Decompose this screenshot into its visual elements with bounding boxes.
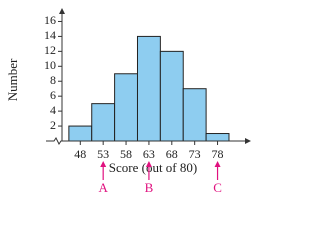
annotation-arrowhead <box>214 161 221 167</box>
annotation-label: B <box>145 180 154 195</box>
annotation-label: A <box>98 180 108 195</box>
bar <box>205 133 230 142</box>
y-axis-label: Number <box>5 58 20 101</box>
y-tick-label: 4 <box>50 103 56 117</box>
x-tick-label: 73 <box>189 147 201 161</box>
y-tick-label: 14 <box>44 28 56 42</box>
y-tick-label: 8 <box>50 73 56 87</box>
annotation-arrowhead <box>100 161 107 167</box>
x-tick-label: 68 <box>166 147 178 161</box>
y-tick-label: 6 <box>50 88 56 102</box>
x-axis-arrow <box>245 138 251 144</box>
annotation-arrowhead <box>145 161 152 167</box>
x-tick-label: 58 <box>120 147 132 161</box>
bar <box>182 88 207 142</box>
x-tick-label: 53 <box>97 147 109 161</box>
bar <box>68 125 93 142</box>
y-axis-arrow <box>59 8 65 14</box>
bar <box>114 73 138 142</box>
bar <box>91 103 116 142</box>
x-axis-label: Score (out of 80) <box>109 160 197 175</box>
y-tick-label: 2 <box>50 118 56 132</box>
x-tick-label: 48 <box>74 147 86 161</box>
bar <box>136 35 161 142</box>
y-tick-label: 16 <box>44 13 56 27</box>
axis-break <box>46 137 62 145</box>
x-tick-label: 78 <box>212 147 224 161</box>
x-tick-label: 63 <box>143 147 155 161</box>
bar <box>159 50 184 142</box>
annotation-label: C <box>213 180 222 195</box>
y-tick-label: 12 <box>44 43 56 57</box>
y-tick-label: 10 <box>44 58 56 72</box>
